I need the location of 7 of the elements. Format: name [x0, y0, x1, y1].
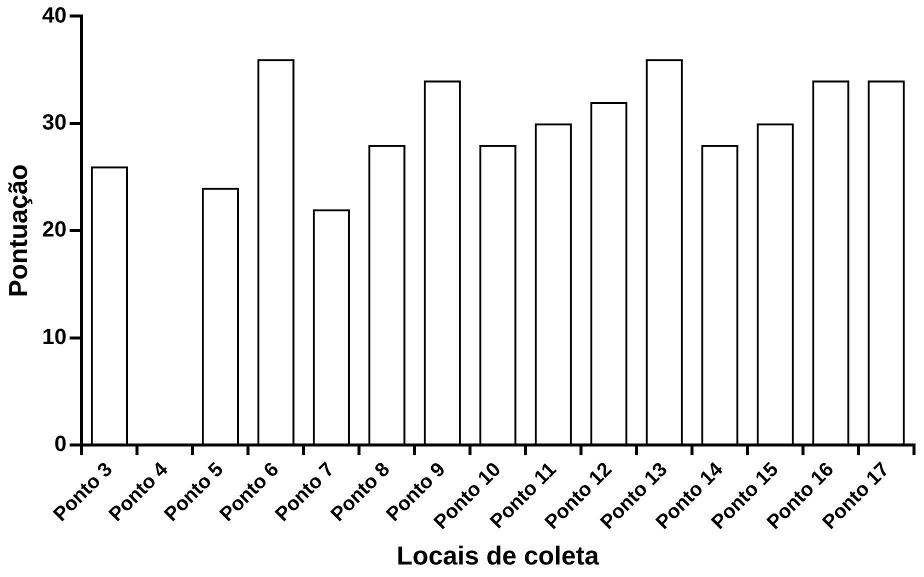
y-tick-label: 30 [42, 109, 67, 134]
y-tick-label: 20 [42, 216, 67, 242]
x-axis-title: Locais de coleta [396, 540, 600, 571]
y-axis-title: Pontuação [2, 164, 33, 298]
y-tick-label: 0 [54, 431, 67, 456]
y-tick-label: 10 [42, 324, 67, 349]
y-tick-label: 40 [42, 2, 67, 28]
